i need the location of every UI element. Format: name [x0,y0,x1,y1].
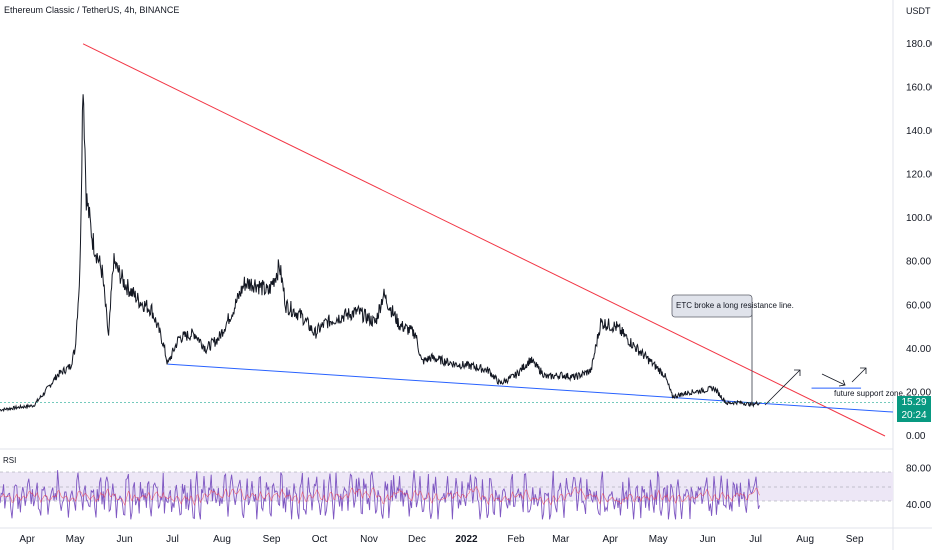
time-tick-label: Jul [749,534,762,545]
price-tick-label: 100.00 [906,213,932,224]
rsi-moving-average-line [0,485,760,506]
rsi-series-line [0,470,761,520]
currency-label: USDT [906,6,931,16]
time-tick-label: Apr [602,534,618,545]
arrow-up-1-head [794,369,801,376]
time-tick-label: Sep [263,534,281,545]
time-tick-label: Oct [312,534,328,545]
price-tick-label: 80.00 [906,257,931,268]
price-tick-label: 160.00 [906,82,932,93]
arrow-down [821,373,846,386]
price-tick-label: 40.00 [906,344,931,355]
time-tick-label: Apr [19,534,35,545]
price-axis: 180.00 160.00 140.00 120.00 100.00 80.00 60.00… [906,39,932,442]
time-tick-label: Feb [507,534,525,545]
time-tick-label: Aug [796,534,814,545]
symbol-title[interactable]: Ethereum Classic / TetherUS, 4h, BINANCE [4,5,180,15]
last-price: 15.29 [901,397,927,408]
last-price-badge: 15.29 20:24 [897,396,931,422]
callout-text: ETC broke a long resistance line. [676,301,794,310]
time-tick-label: Sep [846,534,864,545]
price-tick-label: 60.00 [906,300,931,311]
arrow-up-2 [851,367,867,383]
support-zone-label: future support zone. [834,389,905,398]
time-tick-label: Aug [213,534,231,545]
time-tick-label: 2022 [455,534,478,545]
time-tick-label: Jun [700,534,716,545]
rsi-label[interactable]: RSI [3,456,17,465]
time-tick-label: May [649,534,668,545]
price-tick-label: 120.00 [906,170,932,181]
bar-countdown: 20:24 [901,410,927,421]
resistance-trendline[interactable] [82,43,886,437]
time-tick-label: Jul [166,534,179,545]
support-trendline[interactable] [167,363,894,413]
projection-arrows [764,367,867,406]
time-tick-label: Mar [552,534,570,545]
rsi-tick-label: 80.00 [906,464,931,475]
price-tick-label: 140.00 [906,126,932,137]
callout[interactable]: ETC broke a long resistance line. [671,294,794,405]
time-tick-label: Dec [408,534,426,545]
callout-box [671,294,753,318]
trendlines[interactable] [82,43,894,437]
price-tick-label: 0.00 [906,431,926,442]
arrow-up-1 [764,369,801,406]
price-tick-label: 20.00 [906,387,931,398]
time-tick-label: Jun [117,534,133,545]
time-tick-label: Nov [360,534,378,545]
rsi-axis: 80.00 40.00 [906,464,931,511]
time-tick-label: May [66,534,85,545]
time-axis: Apr May Jun Jul Aug Sep Oct Nov Dec 2022 Feb Mar Apr… [19,534,864,545]
arrow-down-head [838,379,846,387]
rsi-tick-label: 40.00 [906,500,931,511]
price-tick-label: 180.00 [906,39,932,50]
price-series-line [0,94,761,413]
arrow-up-2-head [860,367,867,374]
